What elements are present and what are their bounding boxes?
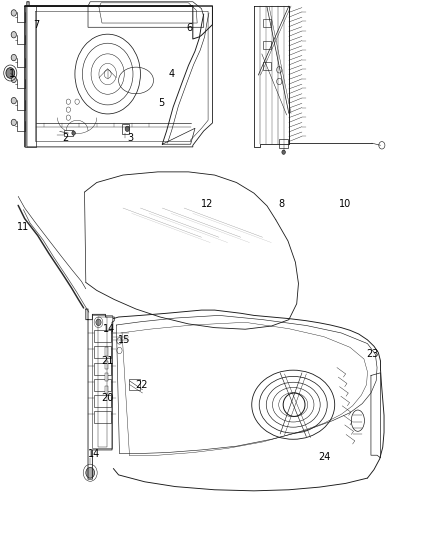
Text: 11: 11 — [17, 222, 29, 232]
Bar — [263, 19, 272, 27]
Text: 21: 21 — [101, 356, 113, 366]
Circle shape — [277, 78, 282, 85]
Bar — [122, 124, 129, 134]
Circle shape — [11, 31, 16, 38]
Text: 3: 3 — [128, 133, 134, 143]
Text: 2: 2 — [62, 133, 68, 143]
Text: 7: 7 — [33, 20, 39, 30]
Text: 6: 6 — [186, 23, 192, 34]
Text: 24: 24 — [318, 452, 331, 462]
Bar — [263, 62, 272, 70]
Circle shape — [75, 99, 79, 104]
Bar — [94, 395, 111, 407]
Circle shape — [277, 67, 282, 73]
Bar — [105, 348, 108, 356]
Circle shape — [66, 107, 71, 112]
Text: 15: 15 — [118, 335, 130, 345]
Circle shape — [379, 142, 385, 149]
Circle shape — [96, 319, 101, 326]
Text: 14: 14 — [88, 449, 101, 458]
Text: 1: 1 — [9, 69, 14, 79]
Circle shape — [72, 131, 75, 135]
Circle shape — [11, 119, 16, 126]
Bar — [105, 373, 108, 381]
Bar — [130, 379, 141, 390]
Text: 5: 5 — [158, 98, 165, 108]
Text: 4: 4 — [169, 69, 175, 79]
Circle shape — [11, 54, 16, 61]
Text: 22: 22 — [135, 379, 148, 390]
Circle shape — [117, 338, 122, 344]
Text: 20: 20 — [101, 393, 113, 403]
Text: 14: 14 — [103, 324, 115, 334]
Bar — [94, 379, 111, 391]
Circle shape — [66, 99, 71, 104]
Circle shape — [11, 98, 16, 104]
Circle shape — [86, 467, 95, 478]
Text: 8: 8 — [278, 199, 284, 209]
Bar — [94, 411, 111, 423]
Bar — [64, 130, 73, 136]
Circle shape — [11, 10, 16, 16]
Bar — [105, 385, 108, 394]
Bar — [105, 361, 108, 369]
Circle shape — [282, 150, 286, 155]
Bar — [94, 346, 111, 358]
Circle shape — [117, 348, 122, 354]
Bar — [94, 330, 111, 342]
Text: 12: 12 — [201, 199, 213, 209]
Bar — [263, 41, 272, 49]
Text: 10: 10 — [339, 199, 351, 209]
Circle shape — [11, 76, 16, 83]
Circle shape — [66, 115, 71, 120]
Bar — [279, 139, 288, 149]
Bar — [94, 364, 111, 375]
Circle shape — [6, 68, 14, 78]
Circle shape — [125, 126, 130, 132]
Text: 23: 23 — [367, 349, 379, 359]
